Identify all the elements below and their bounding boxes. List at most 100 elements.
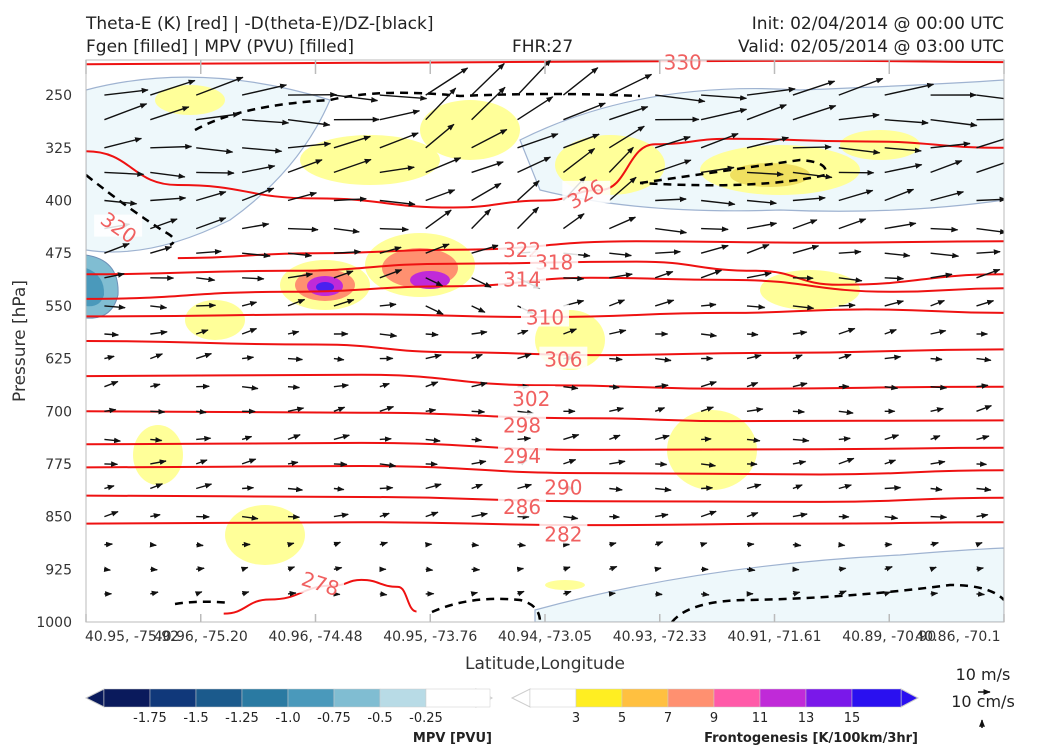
vector-arrow	[700, 244, 729, 254]
theta-e-line-290	[86, 464, 1004, 476]
vector-arrow	[104, 242, 130, 254]
mpv-colorbar-tick: -0.5	[367, 711, 392, 726]
vector-arrow	[333, 461, 348, 468]
forecast-hour: FHR:27	[512, 37, 574, 57]
vector-arrow	[287, 252, 313, 258]
vector-arrow	[379, 269, 403, 279]
vector-arrow	[104, 304, 126, 310]
title-left-line-1: Theta-E (K) [red] | -D(theta-E)/DZ-[blac…	[86, 14, 434, 34]
vector-arrow	[195, 459, 208, 465]
neg-dthetae-dz-contour-4	[174, 600, 231, 606]
fgen-colorbar-segment	[759, 688, 807, 708]
vector-arrow	[150, 353, 164, 360]
y-axis-ticks: 250 325 400 475 550 625 700 775 850 925 1000	[36, 88, 72, 631]
vector-arrow	[655, 512, 669, 519]
theta-e-label-bg	[658, 49, 707, 72]
vector-arrow	[701, 485, 714, 491]
vector-arrow	[609, 513, 620, 520]
vector-arrow	[792, 382, 808, 388]
theta-e-line-318	[86, 260, 1004, 286]
vector-arrow	[884, 299, 905, 307]
vector-arrow	[287, 119, 331, 127]
vector-arrow	[425, 407, 437, 414]
vector-arrow	[471, 566, 481, 573]
vector-arrow	[471, 541, 480, 548]
vector-arrow	[792, 437, 810, 444]
mpv-colorbar-tick: -0.25	[409, 711, 443, 726]
vector-arrow	[838, 77, 884, 96]
mpv-colorbar-arrow-left	[84, 688, 105, 708]
vector-arrow	[884, 566, 893, 572]
vector-arrow	[976, 591, 986, 597]
vector-arrow	[976, 249, 1001, 255]
vector-arrow	[196, 190, 227, 202]
vector-arrow	[563, 566, 571, 572]
vector-arrow	[333, 541, 342, 548]
vector-arrow	[287, 191, 318, 202]
vector-arrow	[699, 542, 708, 548]
vector-arrow	[241, 222, 270, 230]
vector-arrow	[425, 566, 434, 573]
vector-arrow	[196, 435, 212, 442]
vector-arrow	[287, 406, 305, 413]
vector-arrow	[608, 125, 645, 149]
vector-arrow	[655, 461, 668, 467]
theta-e-label-330: 330	[664, 51, 702, 75]
vector-arrow	[563, 102, 606, 121]
vector-arrow	[746, 243, 770, 254]
vector-arrow	[563, 328, 578, 335]
vector-arrow	[470, 591, 479, 597]
vector-arrow	[471, 408, 486, 415]
vector-arrow	[930, 119, 978, 128]
vector-arrow	[379, 332, 398, 339]
y-tick-label: 400	[45, 194, 72, 210]
vector-arrow	[242, 119, 290, 126]
vector-arrow	[379, 436, 392, 442]
vector-arrow	[700, 107, 748, 121]
vector-arrow	[655, 249, 681, 255]
vector-arrow	[333, 566, 343, 572]
mpv-colorbar-segment	[149, 688, 197, 708]
vector-arrow	[333, 591, 341, 597]
vector-arrow	[701, 94, 748, 101]
fgen-colorbar-segment	[529, 688, 577, 708]
vector-arrow	[792, 171, 833, 180]
vector-arrow	[425, 87, 457, 121]
vector-arrow	[609, 565, 618, 572]
vector-arrow	[104, 331, 119, 338]
vector-arrow	[471, 277, 492, 288]
vector-arrow	[517, 180, 540, 202]
fgen-colorbar-segment	[805, 688, 853, 708]
vector-arrow	[150, 513, 161, 519]
vector-arrow	[471, 161, 504, 174]
y-tick-label: 850	[45, 510, 72, 526]
vector-arrow	[884, 221, 917, 230]
theta-e-line-310	[86, 308, 1004, 319]
vector-arrow	[150, 459, 167, 465]
vector-arrow	[517, 133, 559, 149]
vector-arrow	[471, 305, 486, 313]
vector-arrow	[654, 541, 664, 547]
vector-arrow	[655, 383, 669, 389]
vector-arrow	[425, 305, 444, 315]
x-axis-label: Latitude,Longitude	[465, 654, 625, 674]
mpv-colorbar-tick: -0.75	[317, 711, 351, 726]
vector-arrow	[609, 486, 623, 493]
vector-arrow	[701, 226, 729, 233]
vector-arrow	[792, 408, 805, 415]
vector-arrow	[792, 244, 820, 254]
vector-arrow	[150, 329, 168, 336]
vector-arrow	[563, 458, 577, 465]
vector-arrow	[884, 252, 911, 258]
vector-arrow	[746, 353, 762, 360]
vector-arrow	[104, 510, 119, 518]
vector-arrow	[425, 123, 455, 149]
mpv-colorbar-segment	[195, 688, 243, 708]
vector-arrow	[746, 407, 764, 413]
theta-e-label-294: 294	[503, 444, 541, 468]
vector-arrow	[930, 356, 943, 362]
vector-arrow	[701, 436, 712, 443]
vector-arrow	[792, 484, 803, 490]
vector-arrow	[792, 304, 815, 311]
